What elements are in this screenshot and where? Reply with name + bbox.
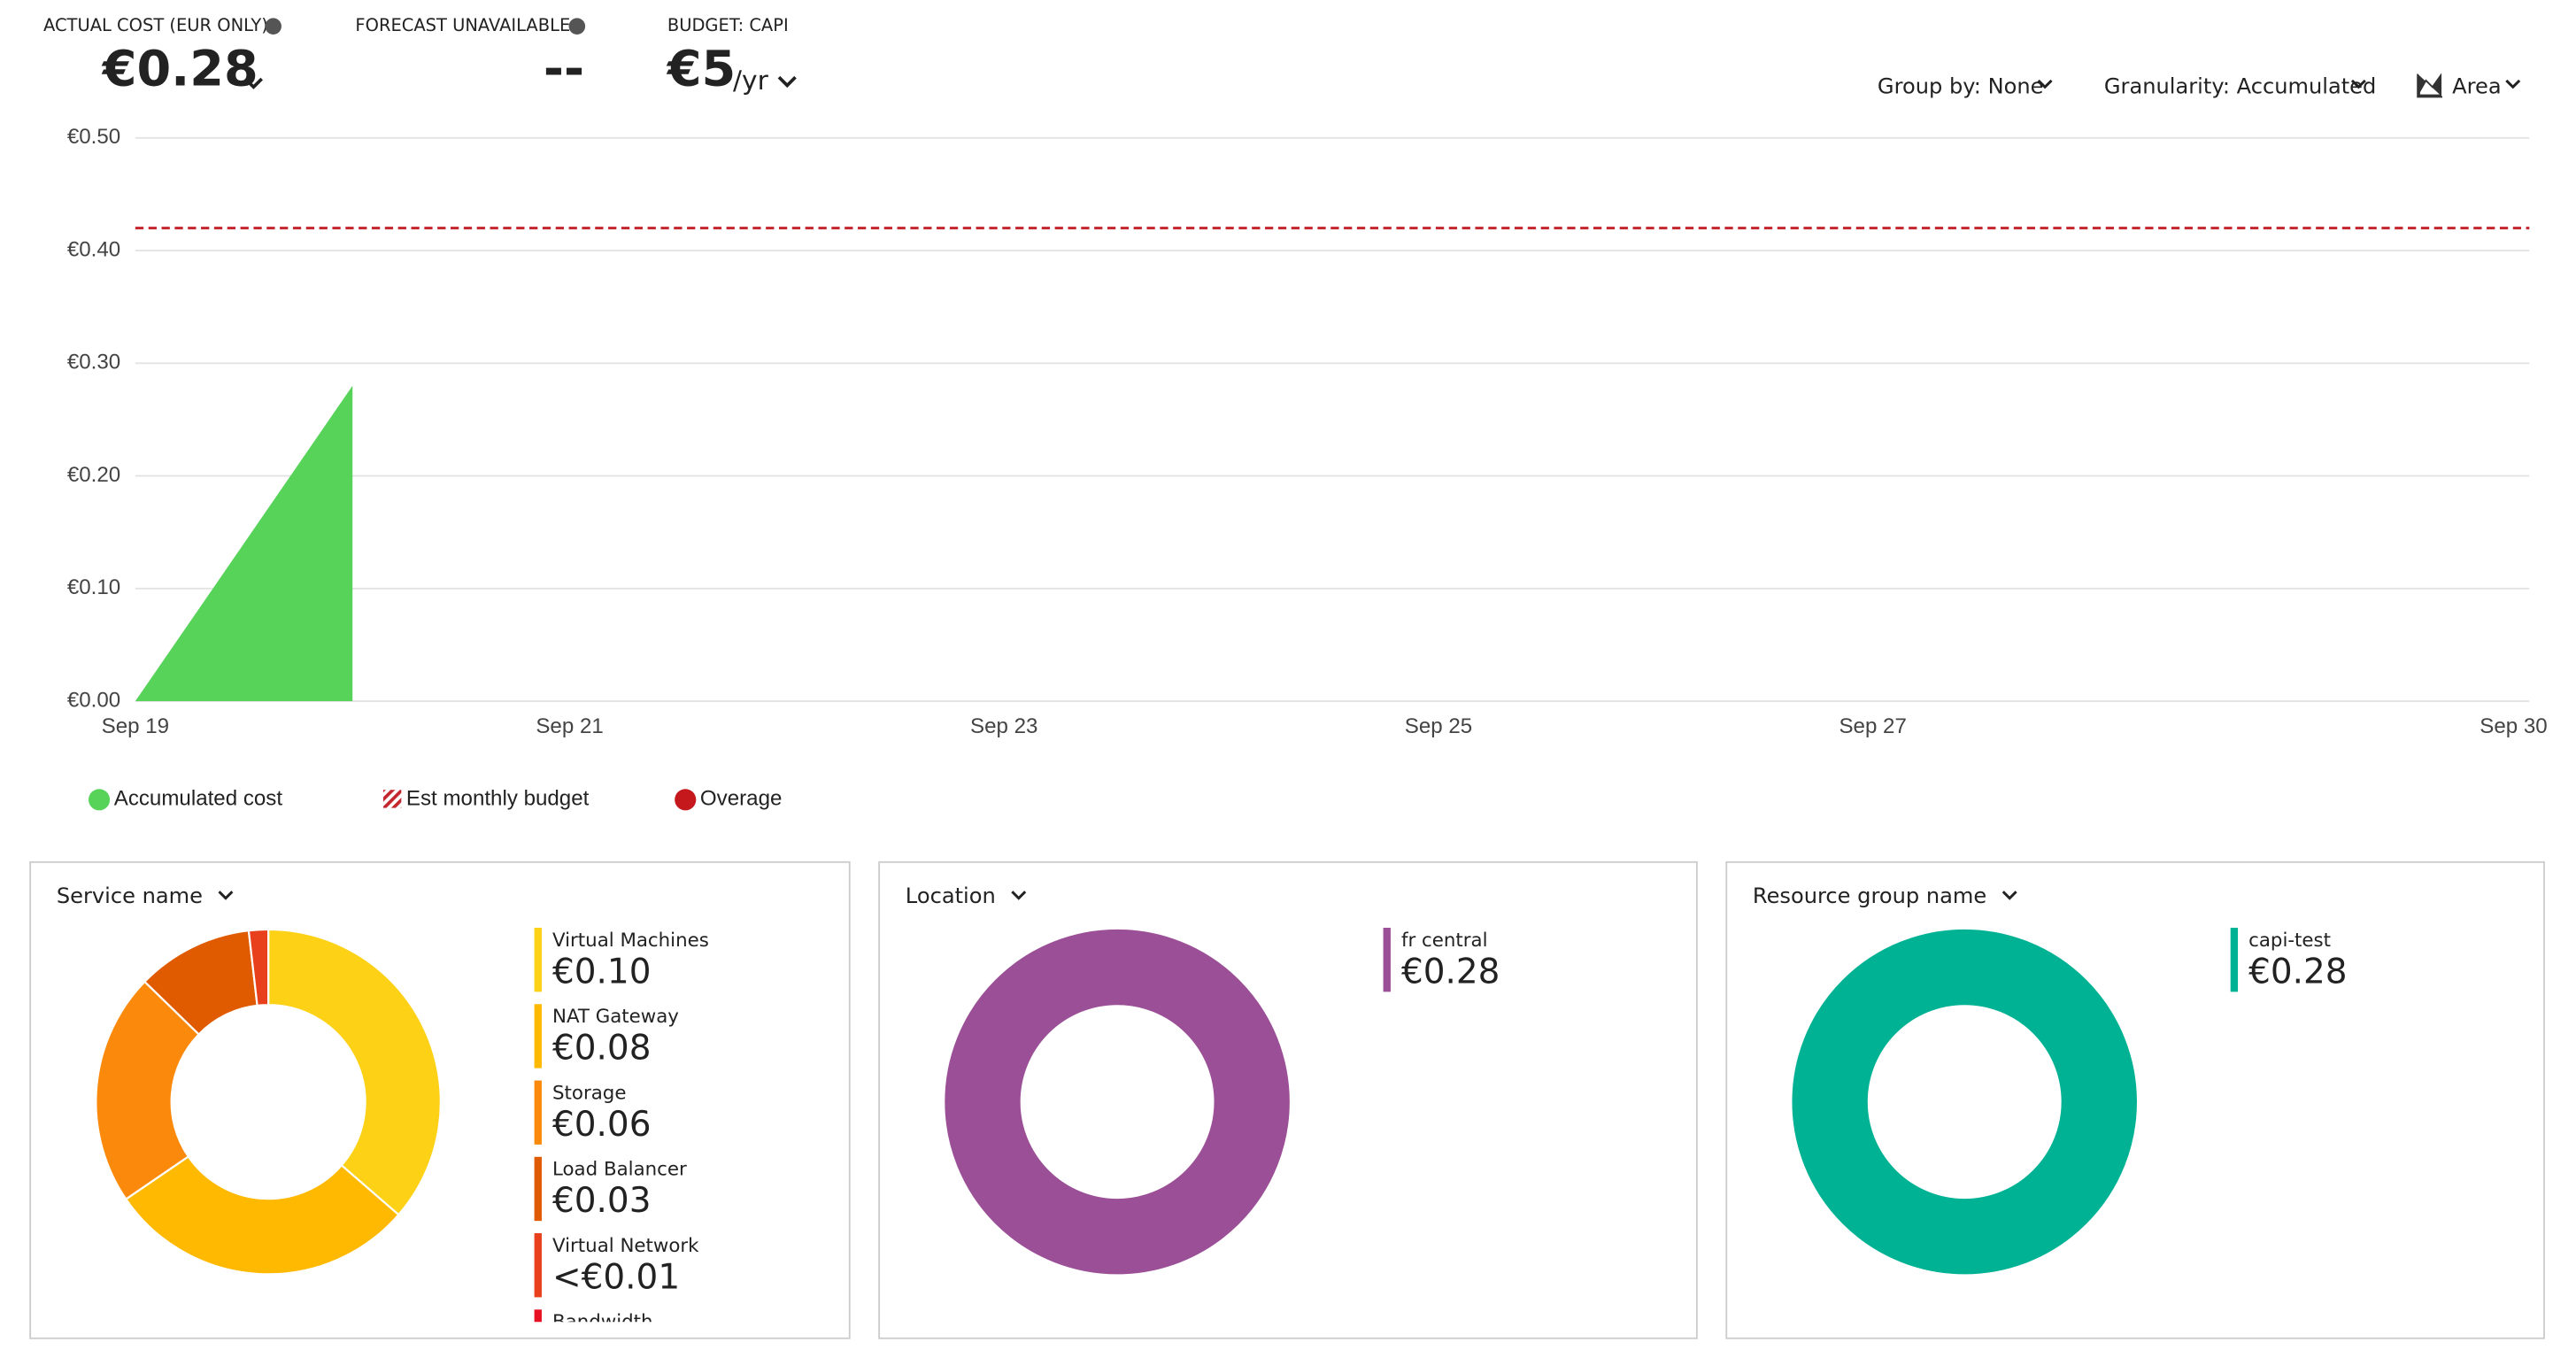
group-by-control[interactable]: Group by: None [1878, 73, 2044, 98]
legend: capi-test€0.28 [2230, 928, 2348, 992]
y-tick-label: €0.30 [67, 351, 120, 374]
info-icon [265, 18, 282, 35]
legend-swatch [534, 928, 542, 992]
legend-swatch [534, 1156, 542, 1222]
legend-swatch [534, 1080, 542, 1145]
kpi-label: FORECAST UNAVAILABLE [355, 15, 570, 35]
x-tick-label: Sep 21 [536, 714, 603, 738]
legend-label: NAT Gateway [552, 1006, 679, 1028]
panel [878, 860, 1698, 1339]
legend-swatch [88, 789, 111, 811]
panel-title: Resource group name [1753, 883, 1986, 908]
donut-slice [124, 1154, 400, 1276]
legend-label: Bandwidth [552, 1311, 653, 1333]
chevron[interactable] [2037, 79, 2053, 89]
legend-label: Load Balancer [552, 1159, 687, 1181]
donut-slice [1792, 929, 2137, 1275]
kpi-unit: /yr [733, 65, 769, 96]
legend-swatch [534, 1004, 542, 1069]
legend-label: Accumulated cost [114, 787, 283, 811]
y-tick-label: €0.00 [67, 688, 120, 712]
info-icon [568, 18, 586, 35]
y-tick-label: €0.50 [67, 125, 120, 149]
panel-title: Service name [57, 883, 203, 908]
chevron[interactable] [2350, 79, 2366, 89]
legend-value: €0.06 [552, 1105, 651, 1145]
legend-swatch [675, 789, 697, 811]
legend-value: €0.08 [552, 1029, 651, 1069]
legend-label: Overage [700, 787, 782, 811]
legend-label: Storage [552, 1082, 626, 1104]
legend-swatch [534, 1233, 542, 1298]
legend-label: Virtual Network [552, 1235, 699, 1257]
chevron[interactable] [777, 75, 797, 89]
legend-swatch [382, 790, 402, 808]
kpi-label: BUDGET: CAPI [667, 15, 789, 35]
legend: Virtual Machines€0.10 NAT Gateway€0.08 Sto… [534, 928, 709, 1333]
chevron[interactable] [243, 77, 264, 89]
legend-value: €0.28 [1401, 952, 1500, 991]
panel [1725, 860, 2545, 1339]
x-tick-label: Sep 25 [1405, 714, 1472, 738]
donut-slice [247, 928, 270, 1007]
kpi-value: €5 [666, 41, 736, 98]
legend-value: €0.28 [2248, 952, 2347, 991]
legend-value: <€0.01 [552, 1257, 680, 1297]
legend-value: €0.10 [552, 952, 651, 991]
chevron[interactable] [1011, 891, 1027, 900]
y-tick-label: €0.40 [67, 237, 120, 261]
area-icon[interactable] [2417, 73, 2442, 98]
donut-slice [945, 929, 1290, 1275]
chevron[interactable] [2505, 79, 2521, 89]
panel-title: Location [906, 883, 996, 908]
kpi-label: ACTUAL COST (EUR ONLY) [43, 15, 268, 35]
x-tick-label: Sep 23 [970, 714, 1037, 738]
granularity-control[interactable]: Granularity: Accumulated [2104, 73, 2376, 98]
y-tick-label: €0.10 [67, 575, 120, 599]
chevron[interactable] [2001, 891, 2017, 900]
legend-swatch [1383, 928, 1391, 992]
legend: fr central€0.28 [1383, 928, 1500, 992]
chevron[interactable] [218, 891, 234, 900]
x-tick-label: Sep 27 [1839, 714, 1906, 738]
area [135, 385, 353, 702]
legend-swatch [2230, 928, 2239, 992]
legend-label: Est monthly budget [406, 787, 590, 811]
panel [29, 860, 851, 1339]
legend-label: fr central [1401, 930, 1488, 952]
legend-swatch [534, 1309, 542, 1323]
kpi-value: -- [544, 41, 584, 98]
chart-type-control[interactable]: Area [2452, 73, 2501, 98]
y-tick-label: €0.20 [67, 463, 120, 487]
x-tick-label: Sep 30 [2480, 714, 2547, 738]
donut-slice [266, 928, 442, 1216]
legend-label: capi-test [2248, 930, 2331, 952]
legend-value: €0.03 [552, 1181, 651, 1221]
x-tick-label: Sep 19 [102, 714, 169, 738]
legend-label: Virtual Machines [552, 930, 709, 952]
kpi-value: €0.28 [101, 41, 258, 98]
donut-slice [95, 980, 201, 1201]
